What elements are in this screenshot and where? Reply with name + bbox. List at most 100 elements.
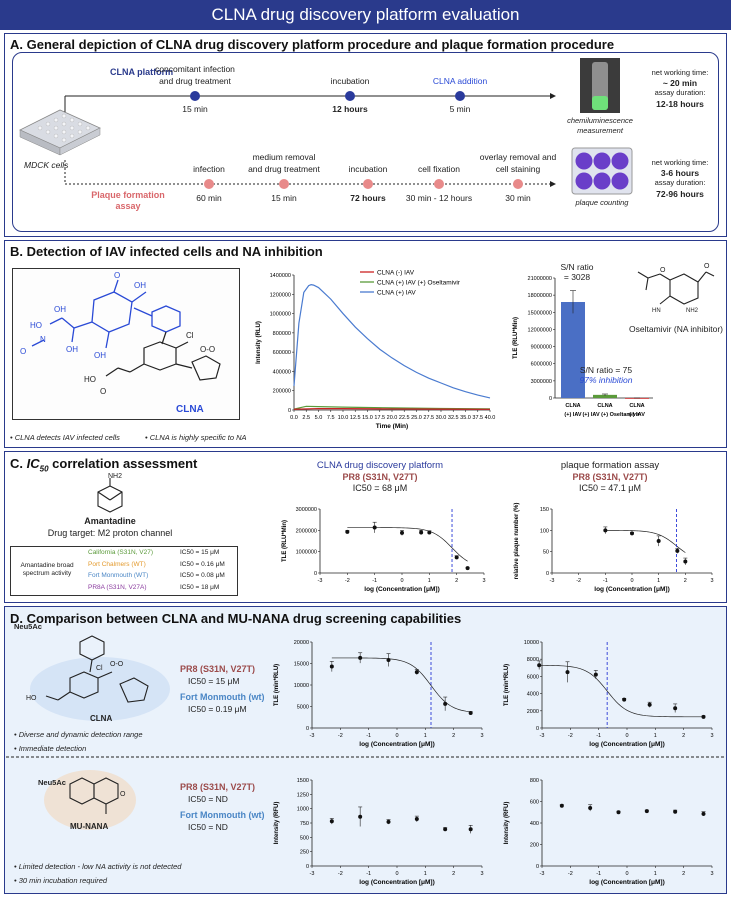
y-tick-label: 750	[300, 821, 309, 827]
neu5ac-1: Neu5Ac	[14, 622, 42, 631]
y-tick-label: 1000000	[296, 550, 317, 556]
b-bullet-1: • CLNA detects IAV infected cells	[10, 433, 120, 442]
svg-text:O: O	[100, 387, 106, 396]
data-point	[644, 809, 649, 814]
plaque-net-label: net working time:	[651, 158, 709, 167]
section-a	[4, 33, 727, 237]
svg-text:O: O	[20, 347, 26, 356]
d-ic-2: IC50 = 0.19 μM	[188, 704, 247, 714]
x-tick-label: 1	[654, 733, 657, 739]
x-tick-label: -3	[310, 871, 315, 877]
y-tick-label: 5000	[297, 705, 309, 711]
x-tick-label: 25.0	[411, 415, 422, 421]
x-tick-label: 5.0	[315, 415, 323, 421]
d-bullet-1: • Diverse and dynamic detection range	[14, 730, 143, 739]
y-axis-label: relative plaque number (%)	[514, 503, 520, 580]
category-label: (+) IAV (+) Oseltamivir	[582, 412, 640, 418]
bar	[561, 302, 585, 398]
x-tick-label: -2	[568, 733, 573, 739]
data-point	[414, 816, 419, 821]
sn-ratio-1-value: = 3028	[563, 272, 591, 282]
x-tick-label: 7.5	[327, 415, 335, 421]
d-ic-1: IC50 = 15 μM	[188, 676, 240, 686]
y-axis-label: TLE (RLU*Min)	[282, 520, 288, 562]
y-tick-label: 9000000	[531, 345, 552, 351]
x-tick-label: 1	[424, 871, 427, 877]
x-tick-label: 22.5	[399, 415, 410, 421]
y-tick-label: 200000	[273, 389, 291, 395]
x-tick-label: 3	[482, 578, 485, 584]
data-point	[603, 528, 608, 533]
strain-table	[10, 546, 238, 596]
x-tick-label: -1	[603, 578, 608, 584]
y-axis-label: TLE (min*RLU)	[504, 664, 510, 706]
data-point	[427, 530, 432, 535]
series-line	[293, 407, 491, 410]
d-bullet-2: • Immediate detection	[14, 744, 87, 753]
x-tick-label: -2	[338, 733, 343, 739]
sn-ratio-2: S/N ratio = 75	[579, 365, 633, 375]
x-axis-label: Time (Min)	[376, 423, 408, 430]
inhibition-label: 97% inhibition	[579, 375, 633, 385]
sn-ratio-1: S/N ratio	[560, 262, 594, 272]
plaque-step-top2: cell fixation	[417, 164, 461, 174]
page-title: CLNA drug discovery platform evaluation	[0, 0, 731, 30]
x-tick-label: -3	[540, 733, 545, 739]
neu5ac-2: Neu5Ac	[38, 778, 66, 787]
clna-d-label: CLNA	[90, 714, 113, 723]
chemi-label: chemiluminescence	[567, 116, 633, 125]
x-axis-label: log (Concentration [μM])	[589, 879, 664, 886]
clna-structure: OH O OH HO OH OH N O Cl O-O HO O	[20, 271, 221, 396]
data-point	[329, 819, 334, 824]
y-tick-label: 8000	[527, 657, 539, 663]
y-tick-label: 50	[543, 550, 549, 556]
clna-step-top2: and drug treatment	[159, 76, 231, 86]
plaque-label-1: Plaque formation	[91, 190, 165, 200]
x-tick-label: 20.0	[387, 415, 398, 421]
svg-text:NH2: NH2	[686, 308, 699, 314]
clna-structure-d: HO Cl O-O	[26, 635, 170, 721]
section-d	[4, 606, 727, 894]
y-tick-label: 150	[540, 507, 549, 513]
svg-text:NH2: NH2	[108, 473, 122, 480]
y-tick-label: 0	[314, 571, 317, 577]
data-point	[701, 714, 706, 719]
clna-step-bottom: 5 min	[449, 104, 471, 114]
clna-step-top1: concomitant infection	[155, 64, 235, 74]
y-tick-label: 0	[288, 408, 291, 414]
clna-name: CLNA	[176, 404, 204, 415]
fit-curve	[539, 664, 704, 718]
data-point	[386, 819, 391, 824]
x-tick-label: 30.0	[436, 415, 447, 421]
d-fm-1: Fort Monmouth (wt)	[180, 692, 265, 702]
munana-label: MU-NANA	[70, 822, 109, 831]
x-axis-label: log (Concentration [μM])	[364, 586, 439, 593]
data-point	[675, 548, 680, 553]
clna-net-label: net working time:	[651, 68, 709, 77]
x-tick-label: 2	[455, 578, 458, 584]
y-tick-label: 15000000	[528, 310, 552, 316]
mdck-label: MDCK cells	[24, 160, 69, 170]
y-tick-label: 1400000	[270, 273, 291, 279]
fit-curve	[347, 527, 468, 562]
clna-net-value: ~ 20 min	[662, 78, 698, 88]
section-c-rest: correlation assessment	[48, 456, 198, 471]
x-tick-label: 17.5	[374, 415, 385, 421]
drug-target: Drug target: M2 proton channel	[47, 528, 173, 538]
broad-2: spectrum activity	[22, 570, 72, 577]
x-tick-label: 2	[682, 871, 685, 877]
x-tick-label: 3	[480, 871, 483, 877]
y-axis-label: Intensity (RFU)	[504, 802, 510, 845]
y-tick-label: 0	[536, 864, 539, 870]
y-tick-label: 12000000	[528, 327, 552, 333]
y-tick-label: 0	[306, 726, 309, 732]
bar	[593, 394, 617, 398]
data-point	[647, 702, 652, 707]
munana-structure: O	[44, 770, 136, 830]
x-tick-label: -3	[540, 871, 545, 877]
plaque-step-bottom: 60 min	[196, 193, 222, 203]
data-point	[630, 531, 634, 536]
x-tick-label: -3	[310, 733, 315, 739]
c1-ic50: IC50 = 68 μM	[352, 483, 408, 493]
